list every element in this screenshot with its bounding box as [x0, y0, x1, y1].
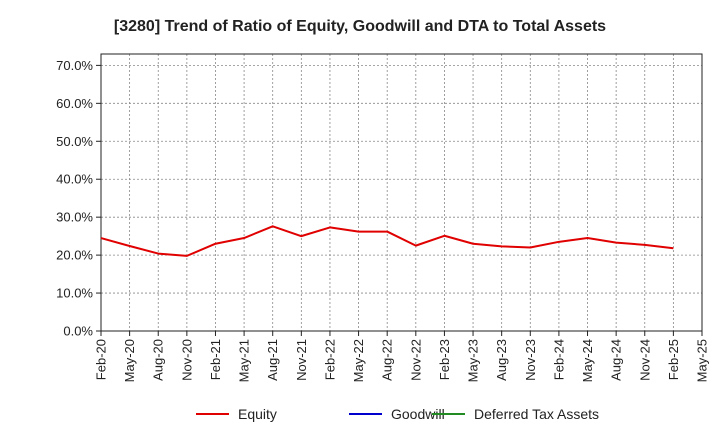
x-tick-label: Nov-20 — [179, 339, 194, 381]
x-tick-label: May-23 — [466, 339, 481, 382]
y-axis: 0.0% 10.0% 20.0% 30.0% 40.0% 50.0% 60.0% 70.0% — [56, 58, 101, 339]
grid — [101, 54, 702, 331]
y-tick-label: 10.0% — [56, 286, 93, 301]
y-tick-label: 60.0% — [56, 96, 93, 111]
x-tick-label: May-20 — [122, 339, 137, 382]
x-tick-label: May-24 — [580, 339, 595, 382]
x-tick-label: May-25 — [695, 339, 710, 382]
x-tick-label: Aug-23 — [494, 339, 509, 381]
x-tick-label: Nov-23 — [523, 339, 538, 381]
legend-label-deferred-tax-assets[interactable]: Deferred Tax Assets — [474, 406, 599, 422]
y-tick-label: 30.0% — [56, 210, 93, 225]
y-tick-label: 40.0% — [56, 172, 93, 187]
x-tick-label: Nov-21 — [294, 339, 309, 381]
legend-label-equity[interactable]: Equity — [238, 406, 277, 422]
legend[interactable]: Equity Goodwill Deferred Tax Assets — [196, 406, 599, 422]
x-tick-label: Aug-24 — [609, 339, 624, 381]
legend-label-goodwill[interactable]: Goodwill — [391, 406, 445, 422]
x-tick-label: Aug-22 — [380, 339, 395, 381]
x-tick-label: Aug-20 — [151, 339, 166, 381]
y-tick-label: 0.0% — [63, 324, 93, 339]
x-tick-label: Aug-21 — [265, 339, 280, 381]
y-tick-label: 70.0% — [56, 58, 93, 73]
series-line-equity — [100, 225, 674, 257]
chart-title: [3280] Trend of Ratio of Equity, Goodwil… — [114, 18, 606, 35]
x-tick-label: Feb-25 — [666, 339, 681, 380]
y-tick-label: 50.0% — [56, 134, 93, 149]
plot-frame — [100, 53, 703, 332]
x-tick-label: Feb-24 — [551, 339, 566, 380]
series-layer — [100, 225, 674, 257]
y-tick-label: 20.0% — [56, 248, 93, 263]
x-tick-label: Feb-20 — [94, 339, 109, 380]
x-tick-label: Feb-22 — [322, 339, 337, 380]
x-tick-label: Feb-23 — [437, 339, 452, 380]
x-tick-label: May-21 — [237, 339, 252, 382]
x-tick-label: Feb-21 — [208, 339, 223, 380]
x-axis: Feb-20 May-20 Aug-20 Nov-20 Feb-21 May-21 Aug-… — [94, 331, 710, 382]
x-tick-label: Nov-24 — [637, 339, 652, 381]
x-tick-label: May-22 — [351, 339, 366, 382]
x-tick-label: Nov-22 — [408, 339, 423, 381]
